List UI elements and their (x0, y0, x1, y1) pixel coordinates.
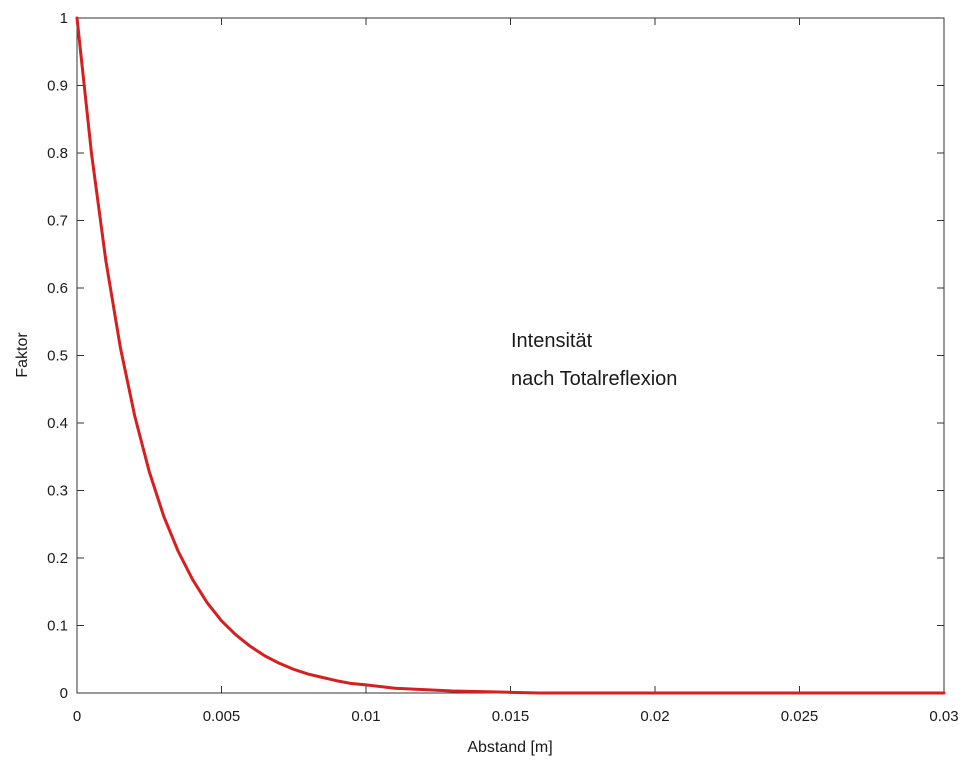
y-axis-title: Faktor (14, 332, 31, 378)
y-tick-label: 1 (60, 10, 68, 27)
axis-ticks (76, 17, 945, 694)
x-tick-label: 0.015 (492, 708, 530, 725)
x-tick-label: 0 (73, 708, 81, 725)
x-tick-label: 0.02 (640, 708, 669, 725)
plot-frame (76, 17, 945, 694)
x-tick-labels: 0 0.005 0.01 0.015 0.02 0.025 0.03 (73, 708, 959, 725)
x-tick-label: 0.03 (929, 708, 958, 725)
x-axis-title: Abstand [m] (467, 739, 552, 756)
x-tick-label: 0.005 (203, 708, 241, 725)
annotation-line-1: Intensität (511, 330, 593, 352)
y-tick-label: 0.4 (47, 415, 68, 432)
x-tick-label: 0.01 (351, 708, 380, 725)
annotation-line-2: nach Totalreflexion (511, 368, 677, 390)
y-tick-label: 0.5 (47, 348, 68, 365)
y-tick-label: 0.1 (47, 618, 68, 635)
y-tick-labels: 0 0.1 0.2 0.3 0.4 0.5 0.6 0.7 0.8 0.9 1 (47, 10, 68, 702)
series-line (75, 16, 946, 695)
series-layer (75, 16, 946, 695)
y-tick-label: 0 (60, 685, 68, 702)
y-tick-label: 0.2 (47, 550, 68, 567)
y-tick-label: 0.7 (47, 213, 68, 230)
y-tick-label: 0.6 (47, 280, 68, 297)
y-tick-label: 0.8 (47, 145, 68, 162)
y-tick-label: 0.3 (47, 483, 68, 500)
y-tick-label: 0.9 (47, 78, 68, 95)
x-tick-label: 0.025 (781, 708, 819, 725)
